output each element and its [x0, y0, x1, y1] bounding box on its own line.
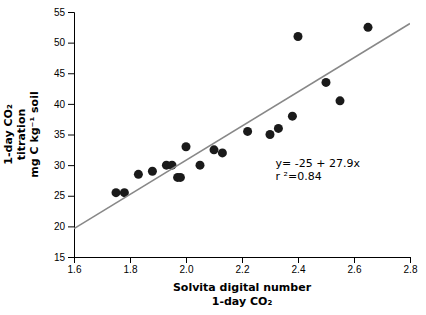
x-tick-label: 1.8	[124, 264, 138, 275]
x-tick: 2.6	[348, 257, 362, 275]
y-tick-label: 30	[54, 160, 66, 171]
y-tick-mark	[68, 104, 74, 105]
x-axis-title: Solvita digital number1-day CO₂	[173, 281, 312, 308]
x-tick: 1.8	[124, 257, 138, 275]
y-tick-mark	[68, 165, 74, 166]
y-tick: 50	[54, 37, 74, 48]
x-tick-label: 2.8	[404, 264, 418, 275]
point	[243, 127, 252, 136]
y-axis-title: 1-day CO₂titrationmg C kg⁻¹ soil	[2, 91, 41, 177]
x-tick-mark	[410, 257, 411, 263]
x-tick-mark	[186, 257, 187, 263]
point	[274, 124, 283, 133]
point	[288, 112, 297, 121]
point	[322, 78, 331, 87]
x-axis: 1.6 1.8 2.0 2.2 2.4 2.6 2.8	[68, 257, 418, 275]
y-axis-title-line: 1-day CO₂	[2, 104, 15, 165]
point	[364, 23, 373, 32]
y-axis-line	[68, 13, 75, 258]
y-tick: 30	[54, 160, 74, 171]
y-axis-title-line: titration	[15, 109, 28, 161]
y-tick-label: 40	[54, 99, 66, 110]
x-tick-label: 2.2	[236, 264, 250, 275]
point	[196, 161, 205, 170]
x-axis-title-line: Solvita digital number	[173, 281, 312, 294]
y-tick-label: 35	[54, 129, 66, 140]
chart: 1.6 1.8 2.0 2.2 2.4 2.6 2.8 15 20 25 30 35 40 45 50 55 y…	[0, 0, 426, 315]
x-tick-mark	[130, 257, 131, 263]
y-tick: 25	[54, 190, 74, 201]
points	[112, 23, 373, 197]
regression-line	[74, 24, 410, 229]
point	[218, 148, 227, 157]
x-tick-label: 1.6	[68, 264, 82, 275]
point	[148, 167, 157, 176]
annotation-line: r ²=0.84	[276, 170, 322, 183]
y-tick-mark	[68, 12, 74, 13]
annotation: y= -25 + 27.9xr ²=0.84	[276, 157, 361, 183]
y-tick-label: 15	[54, 252, 66, 263]
x-tick-mark	[242, 257, 243, 263]
x-tick: 1.6	[68, 257, 82, 275]
point	[266, 130, 275, 139]
y-axis-title-line: mg C kg⁻¹ soil	[28, 91, 41, 177]
point	[112, 188, 121, 197]
y-tick-label: 20	[54, 221, 66, 232]
y-tick-mark	[68, 196, 74, 197]
y-tick-label: 50	[54, 37, 66, 48]
x-axis-title-line: 1-day CO₂	[212, 295, 273, 308]
y-tick: 15	[54, 252, 74, 263]
y-tick-label: 45	[54, 68, 66, 79]
x-tick-label: 2.0	[180, 264, 194, 275]
x-tick: 2.0	[180, 257, 194, 275]
x-tick: 2.8	[404, 257, 418, 275]
x-tick-mark	[298, 257, 299, 263]
point	[134, 170, 143, 179]
point	[294, 32, 303, 41]
x-axis-line	[75, 258, 411, 264]
x-tick-label: 2.4	[292, 264, 306, 275]
y-tick-mark	[68, 135, 74, 136]
marks	[74, 23, 410, 229]
y-tick-label: 55	[54, 7, 66, 18]
x-tick: 2.2	[236, 257, 250, 275]
annotation-line: y= -25 + 27.9x	[276, 157, 361, 170]
x-tick: 2.4	[292, 257, 306, 275]
y-tick-mark	[68, 226, 74, 227]
y-tick-mark	[68, 257, 74, 258]
y-tick: 20	[54, 221, 74, 232]
point	[336, 96, 345, 105]
y-axis: 15 20 25 30 35 40 45 50 55	[54, 7, 75, 263]
point	[182, 142, 191, 151]
point	[210, 145, 219, 154]
y-tick: 45	[54, 68, 74, 79]
y-tick-mark	[68, 43, 74, 44]
y-tick-mark	[68, 73, 74, 74]
y-tick: 40	[54, 99, 74, 110]
y-tick: 55	[54, 7, 74, 18]
point	[176, 173, 185, 182]
y-tick: 35	[54, 129, 74, 140]
y-tick-label: 25	[54, 190, 66, 201]
x-tick-mark	[354, 257, 355, 263]
plot: 1.6 1.8 2.0 2.2 2.4 2.6 2.8 15 20 25 30 35 40 45 50 55 y…	[2, 7, 418, 308]
x-tick-label: 2.6	[348, 264, 362, 275]
